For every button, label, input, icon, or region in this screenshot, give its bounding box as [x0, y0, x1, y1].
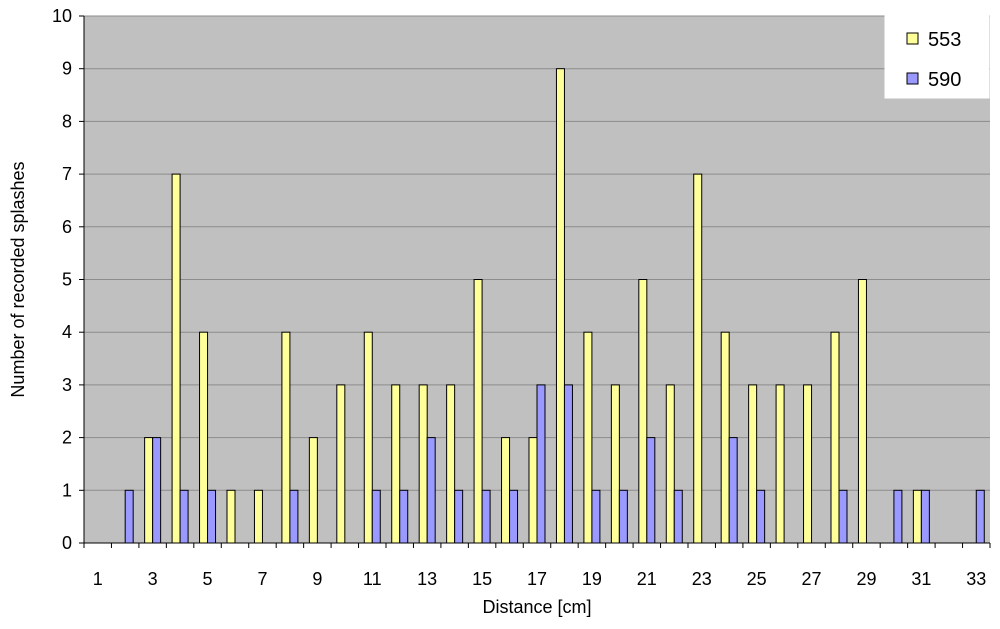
y-tick-label-7: 7: [62, 164, 72, 184]
legend-swatch-590: [906, 72, 919, 85]
bar-590-21: [646, 437, 656, 544]
x-tick-label-3: 3: [148, 569, 158, 589]
x-tick-label-29: 29: [856, 569, 876, 589]
bar-590-31: [920, 489, 930, 544]
x-tick-label-1: 1: [93, 569, 103, 589]
y-tick-label-6: 6: [62, 217, 72, 237]
y-tick-label-2: 2: [62, 428, 72, 448]
bar-553-15: [473, 279, 483, 544]
bar-553-22: [665, 384, 675, 544]
bar-553-19: [583, 331, 593, 544]
legend-swatch-553: [906, 32, 919, 45]
x-tick-label-19: 19: [582, 569, 602, 589]
x-tick-label-27: 27: [802, 569, 822, 589]
y-tick-label-9: 9: [62, 59, 72, 79]
y-tick-labels: 0 1 2 3 4 5 6 7 8 9 10: [52, 6, 84, 553]
bar-553-27: [803, 384, 813, 544]
bar-553-31: [912, 489, 922, 544]
bar-553-6: [226, 489, 236, 544]
bar-553-25: [748, 384, 758, 544]
bar-553-28: [830, 331, 840, 544]
x-tick-label-9: 9: [312, 569, 322, 589]
bar-590-19: [591, 489, 601, 544]
bar-553-24: [720, 331, 730, 544]
bar-590-24: [728, 437, 738, 544]
bar-553-29: [857, 279, 867, 544]
bar-590-5: [207, 489, 217, 544]
x-tick-label-25: 25: [747, 569, 767, 589]
legend-label-553: 553: [928, 29, 961, 51]
x-tick-label-21: 21: [637, 569, 657, 589]
bar-553-11: [363, 331, 373, 544]
bar-590-2: [124, 489, 134, 544]
legend-label-590: 590: [928, 69, 961, 91]
bar-590-15: [481, 489, 491, 544]
bar-553-17: [528, 437, 538, 544]
bar-590-16: [509, 489, 519, 544]
bar-553-20: [610, 384, 620, 544]
y-tick-label-10: 10: [52, 6, 72, 26]
y-axis-title: Number of recorded splashes: [8, 161, 28, 397]
y-tick-label-4: 4: [62, 322, 72, 342]
x-tick-label-31: 31: [911, 569, 931, 589]
x-tick-labels: 1 3 5 7 9 11 13 15 17 19 21 23 25 27 29 31 33: [83, 543, 991, 589]
bar-590-8: [289, 489, 299, 544]
y-tick-label-0: 0: [62, 533, 72, 553]
bar-590-28: [838, 489, 848, 544]
bar-590-11: [371, 489, 381, 544]
legend: 553 590: [884, 15, 990, 99]
bar-553-18: [555, 68, 565, 544]
y-tick-label-1: 1: [62, 480, 72, 500]
bar-590-13: [426, 437, 436, 544]
bar-553-16: [501, 437, 511, 544]
bar-553-9: [308, 437, 318, 544]
bar-553-21: [638, 279, 648, 544]
bar-590-30: [893, 489, 903, 544]
bar-590-12: [399, 489, 409, 544]
bar-553-4: [171, 173, 181, 544]
x-tick-label-13: 13: [417, 569, 437, 589]
bar-553-23: [693, 173, 703, 544]
bar-590-17: [536, 384, 546, 544]
bar-553-10: [336, 384, 346, 544]
bar-590-33: [975, 489, 985, 544]
legend-box: [884, 15, 990, 99]
bar-553-5: [199, 331, 209, 544]
x-tick-label-11: 11: [363, 569, 382, 589]
bar-590-18: [563, 384, 573, 544]
bar-553-14: [446, 384, 456, 544]
x-axis-title: Distance [cm]: [482, 597, 591, 617]
bar-590-4: [179, 489, 189, 544]
bar-553-13: [418, 384, 428, 544]
x-tick-label-23: 23: [692, 569, 712, 589]
bar-553-26: [775, 384, 785, 544]
bar-553-3: [144, 437, 154, 544]
bar-553-12: [391, 384, 401, 544]
bar-553-8: [281, 331, 291, 544]
bar-590-25: [756, 489, 766, 544]
y-tick-label-5: 5: [62, 270, 72, 290]
y-tick-label-3: 3: [62, 375, 72, 395]
y-tick-label-8: 8: [62, 111, 72, 131]
x-tick-label-15: 15: [472, 569, 492, 589]
bar-590-20: [618, 489, 628, 544]
bar-553-7: [253, 489, 263, 544]
x-tick-label-7: 7: [257, 569, 267, 589]
bar-590-3: [152, 437, 162, 544]
x-tick-label-17: 17: [527, 569, 547, 589]
bar-590-22: [673, 489, 683, 544]
x-tick-label-5: 5: [203, 569, 213, 589]
bar-590-14: [454, 489, 464, 544]
x-tick-label-33: 33: [966, 569, 986, 589]
